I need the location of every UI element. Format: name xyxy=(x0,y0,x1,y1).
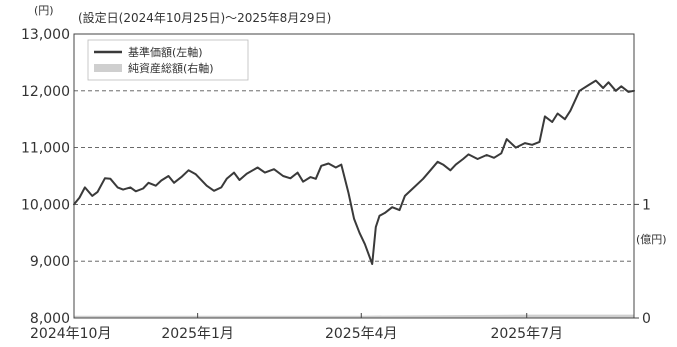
x-tick-label: 2025年7月 xyxy=(490,326,563,342)
nav-price-line xyxy=(73,79,635,265)
y-left-tick-label: 10,000 xyxy=(21,197,70,213)
nav-price-polyline xyxy=(73,79,635,265)
net-assets-area-path xyxy=(74,314,634,318)
grid-lines xyxy=(74,90,634,262)
chart-subtitle: (設定日(2024年10月25日)～2025年8月29日) xyxy=(78,10,331,25)
right-axis-ticks: 01 xyxy=(634,197,651,327)
x-axis-ticks: 2024年10月 2025年1月 2025年4月 2025年7月 xyxy=(30,313,563,342)
x-tick-label: 2025年1月 xyxy=(161,326,234,342)
legend: 基準価額(左軸) 純資産総額(右軸) xyxy=(87,39,249,81)
y-left-tick-label: 11,000 xyxy=(21,141,70,157)
y-right-tick-label: 0 xyxy=(642,311,651,327)
net-assets-area xyxy=(74,314,634,318)
legend-swatch-assets xyxy=(94,64,122,72)
right-axis-unit: (億円) xyxy=(636,233,667,246)
y-left-tick-label: 9,000 xyxy=(30,254,70,270)
y-left-tick-label: 12,000 xyxy=(21,84,70,100)
plot-frame xyxy=(73,33,635,319)
legend-label-assets: 純資産総額(右軸) xyxy=(128,61,214,75)
x-tick-label: 2025年4月 xyxy=(325,326,398,342)
legend-box xyxy=(87,39,249,81)
y-left-tick-label: 13,000 xyxy=(21,27,70,43)
y-left-tick-label: 8,000 xyxy=(30,311,70,327)
y-right-tick-label: 1 xyxy=(642,197,651,213)
x-tick-label: 2024年10月 xyxy=(30,326,111,342)
left-axis-unit: (円) xyxy=(34,4,54,17)
left-axis-ticks: 8,000 9,000 10,000 11,000 12,000 13,000 xyxy=(21,27,70,327)
legend-label-nav: 基準価額(左軸) xyxy=(128,45,203,59)
